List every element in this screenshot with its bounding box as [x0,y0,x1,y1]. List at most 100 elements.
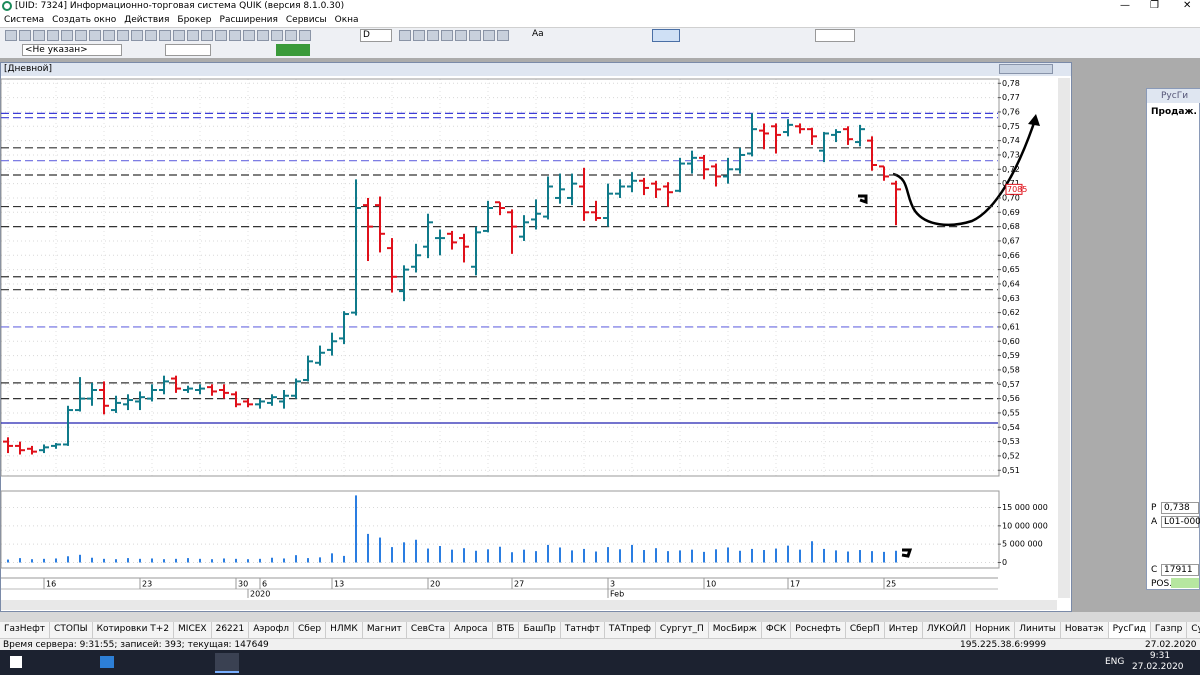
menu-item[interactable]: Окна [334,15,359,25]
tab[interactable]: МосБирж [709,622,762,638]
tab[interactable]: БашПр [519,622,561,638]
volume-bar [139,558,141,563]
volume-bar [79,554,81,563]
y-tick-label: 0,65 [1002,265,1020,274]
volume-bar [43,558,45,563]
volume-bar [535,551,537,563]
period-label: 2020 [250,590,270,599]
x-tick-label: 17 [790,580,800,589]
menu-bar: Система Создать окно Действия Брокер Расшире… [0,14,1200,27]
tab[interactable]: СТОПЫ [50,622,93,638]
volume-bar [511,552,513,563]
font-button[interactable]: Aa [532,29,544,39]
toolbar-2: <Не указан> [0,43,1200,58]
volume-bar [175,558,177,563]
toggle[interactable] [652,29,680,42]
status-date: 27.02.2020 [1145,640,1197,650]
y-tick-label: 0,61 [1002,322,1020,331]
field-value[interactable]: 17911 [1161,564,1199,576]
tab[interactable]: РусГид [1108,622,1151,638]
tab[interactable]: Сургут_О [1187,622,1200,638]
menu-item[interactable]: Брокер [177,15,212,25]
y-tick-label: 0,71 [1002,179,1020,188]
account-select[interactable]: <Не указан> [22,44,122,56]
menu-item[interactable]: Создать окно [52,15,117,25]
hand-mark [901,548,913,558]
arrow-head [1028,114,1040,126]
tab[interactable]: СберП [846,622,885,638]
window-title: [UID: 7324] Информационно-торговая систе… [15,1,345,11]
period-label: Feb [610,590,624,599]
y-tick-label: 0,68 [1002,222,1020,231]
input[interactable] [815,29,855,42]
tab[interactable]: MICEX [174,622,212,638]
volume-bar [199,558,201,563]
chart-window: [Дневной] [0,62,1072,612]
tab[interactable]: Норник [971,622,1016,638]
app-icon [2,1,12,11]
menu-item[interactable]: Сервисы [285,15,327,25]
menu-item[interactable]: Действия [124,15,170,25]
tab[interactable]: Алроса [450,622,493,638]
tab[interactable]: Газпр [1151,622,1188,638]
menu-item[interactable]: Расширения [219,15,278,25]
close[interactable]: ✕ [1183,0,1192,11]
tab[interactable]: ГазНефт [0,622,51,638]
field-value[interactable]: 0,738 [1161,502,1199,514]
volume-bar [715,549,717,563]
server-status: Время сервера: 9:31:55; записей: 393; те… [3,640,269,650]
volume-bar [571,550,573,563]
h-scrollbar[interactable] [1,600,1057,610]
tab[interactable]: НЛМК [326,622,363,638]
y-tick-label: 0,55 [1002,408,1020,417]
volume-bar [631,544,633,563]
volume-bar [871,551,873,563]
x-tick-label: 23 [142,580,152,589]
tab[interactable]: Линиты [1015,622,1061,638]
tab[interactable]: Интер [885,622,923,638]
tab[interactable]: ФСК [762,622,792,638]
start-button[interactable] [10,656,22,668]
tab[interactable]: СевСта [407,622,450,638]
y-tick-label: 0,74 [1002,136,1020,145]
window-buttons[interactable] [999,64,1053,74]
y-tick-label: 15 000 000 [1002,503,1048,512]
export-icons[interactable] [276,44,310,56]
tab[interactable]: Сбер [294,622,327,638]
quik-taskbar-button[interactable] [215,653,239,673]
hand-drawn-arrow [892,119,1037,227]
tab[interactable]: Роснефть [791,622,846,638]
edge-icon[interactable] [100,656,114,668]
hand-mark [858,194,868,205]
field-value[interactable]: L01-000 [1161,516,1200,528]
connection: 195.225.38.6:9999 [960,640,1047,650]
volume-bar [859,550,861,563]
maximize[interactable]: ❐ [1150,0,1159,11]
menu-item[interactable]: Система [4,15,45,25]
tab[interactable]: Магнит [363,622,407,638]
tab[interactable]: Котировки Т+2 [93,622,175,638]
volume-bar [295,555,297,563]
language[interactable]: ENG [1105,657,1125,667]
tab[interactable]: Аэрофл [249,622,295,638]
volume-bar [247,559,249,563]
tab[interactable]: ВТБ [493,622,520,638]
tab[interactable]: 26221 [212,622,250,638]
tab[interactable]: Татнфт [561,622,605,638]
tab[interactable]: Новатэк [1061,622,1109,638]
y-tick-label: 0,78 [1002,79,1020,88]
search-input[interactable] [165,44,211,56]
y-tick-label: 0,76 [1002,107,1020,116]
volume-bar [415,539,417,563]
tab[interactable]: ТАТпреф [605,622,656,638]
minimize[interactable]: — [1120,0,1130,11]
v-scrollbar[interactable] [1058,78,1070,598]
volume-bar [739,550,741,563]
side-caption: РусГи [1147,89,1200,103]
tab[interactable]: ЛУКОЙЛ [923,622,972,638]
interval-select[interactable]: D [360,29,392,42]
pos-box [1171,578,1199,588]
volume-bar [847,551,849,563]
tab[interactable]: Сургут_П [656,622,709,638]
